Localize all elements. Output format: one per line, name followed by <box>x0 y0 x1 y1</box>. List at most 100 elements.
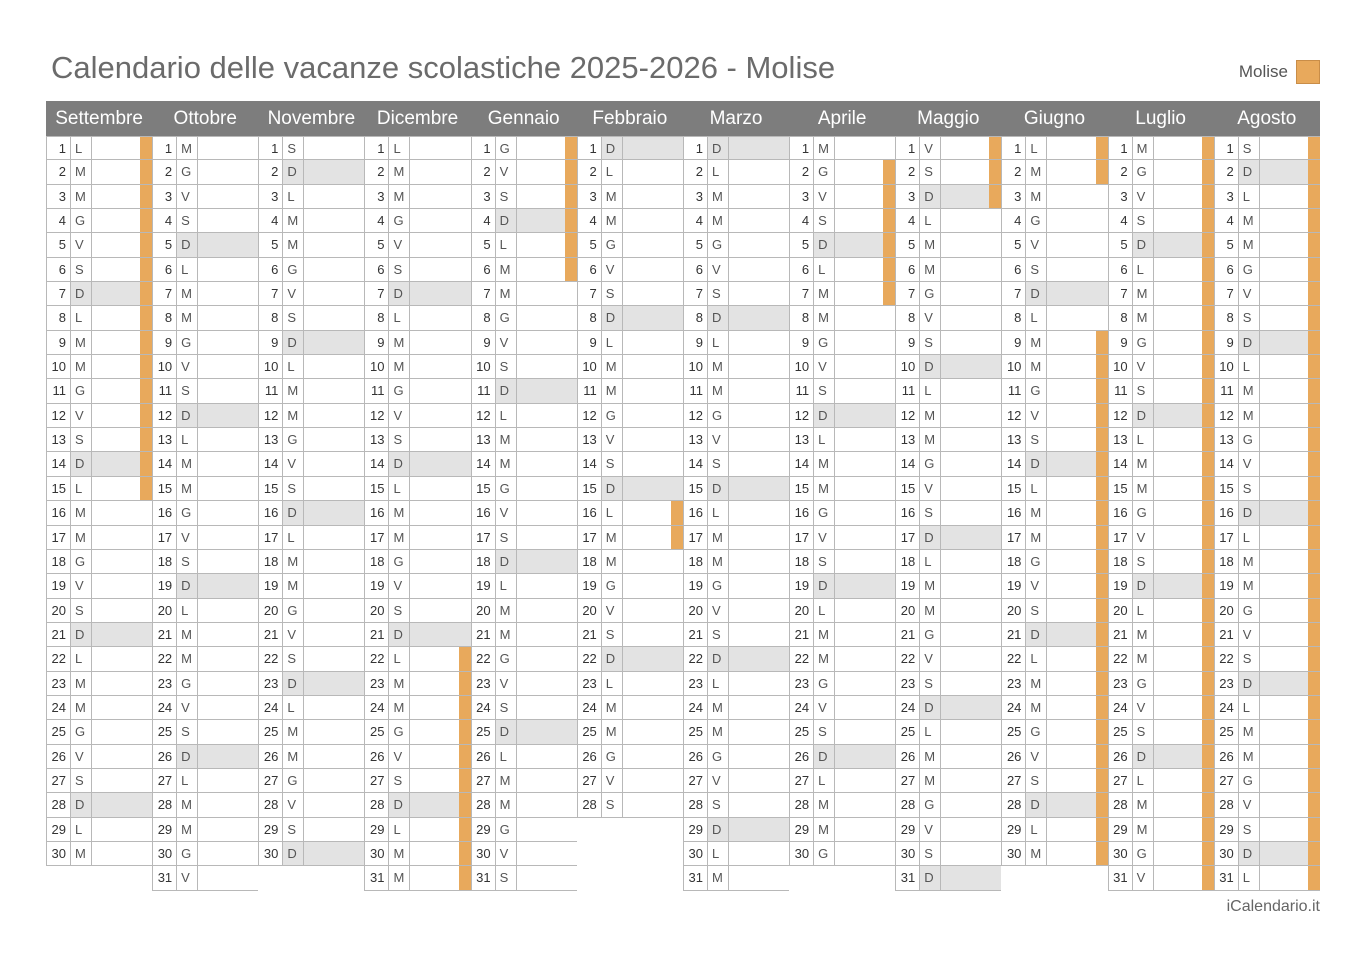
month-name: Gennaio <box>487 108 560 129</box>
day-number: 10 <box>1109 355 1133 379</box>
vacation-marker <box>1095 695 1108 720</box>
day-notes <box>621 257 683 282</box>
day-number: 15 <box>47 476 71 501</box>
day-cell: 28 M <box>152 793 259 818</box>
day-cell: 23 L <box>576 671 683 696</box>
day-notes <box>1258 355 1320 379</box>
vacation-marker <box>1307 184 1320 209</box>
day-number: 3 <box>153 184 178 209</box>
weekday-letter: S <box>1136 553 1146 569</box>
vacation-marker <box>1095 768 1108 793</box>
day-notes <box>91 695 152 720</box>
day-notes <box>940 233 1001 257</box>
weekday-letter: S <box>287 821 296 837</box>
day-cell: 16 G <box>789 501 896 526</box>
day-cell: 20 V <box>682 598 790 623</box>
weekday-letter: M <box>287 724 299 740</box>
vacation-marker <box>1095 137 1108 160</box>
day-notes <box>1258 598 1320 622</box>
day-cell: 10 L <box>1213 355 1320 380</box>
weekday-letter: L <box>75 141 83 156</box>
day-number: 22 <box>47 647 71 671</box>
day-number: 23 <box>578 671 602 695</box>
day-cell: 22 M <box>1107 647 1214 672</box>
weekday-letter: G <box>1030 213 1041 229</box>
weekday-letter: D <box>1026 452 1047 476</box>
day-cell: 22 L <box>1001 647 1108 672</box>
day-number: 20 <box>790 598 815 622</box>
weekday-letter: V <box>1242 456 1252 472</box>
weekday-letter: V <box>287 456 296 472</box>
day-number: 17 <box>790 525 815 549</box>
day-cell: 27 L <box>1107 768 1214 794</box>
day-notes <box>727 403 789 428</box>
day-number: 15 <box>1002 476 1027 501</box>
weekday-letter: M <box>1030 359 1042 375</box>
weekday-letter: V <box>287 626 296 642</box>
day-number: 14 <box>47 452 71 476</box>
day-notes <box>940 306 1001 330</box>
vacation-marker <box>1201 233 1214 257</box>
day-notes <box>1258 209 1320 233</box>
day-number: 29 <box>472 817 496 841</box>
day-notes <box>834 428 895 452</box>
weekday-letter: D <box>707 137 728 160</box>
vacation-marker <box>1307 428 1320 452</box>
day-number: 20 <box>365 598 390 622</box>
day-cell: 30 M <box>1001 841 1108 867</box>
weekday-letter: L <box>711 845 720 861</box>
weekday-letter: V <box>1242 286 1252 302</box>
day-cell: 21 D <box>364 622 471 648</box>
day-cell: 13 M <box>895 428 1002 453</box>
weekday-letter: S <box>75 261 84 277</box>
vacation-marker <box>1201 452 1214 476</box>
day-notes <box>197 233 259 257</box>
day-notes <box>91 160 152 184</box>
page-title: Calendario delle vacanze scolastiche 202… <box>51 50 836 85</box>
day-cell: 20 S <box>1001 598 1108 623</box>
day-notes <box>1046 137 1107 160</box>
day-cell: 26 D <box>1107 744 1214 769</box>
day-cell: 12 D <box>152 403 259 429</box>
day-number: 16 <box>365 501 390 525</box>
day-cell: 17 M <box>576 525 683 550</box>
day-cell: 18 M <box>258 549 365 575</box>
weekday-letter: M <box>605 724 617 740</box>
day-number: 29 <box>684 817 708 841</box>
day-cell: 27 L <box>789 768 896 794</box>
month-column: 1 S 2 D 3 L 4 M 5 M 6 G 7 V 8 S 9 D 10 L 11 M 12 M 13 G 14 V 15 S 16 D 1… <box>1213 136 1320 891</box>
weekday-letter: V <box>924 480 933 496</box>
day-notes <box>91 841 152 866</box>
day-notes <box>1258 184 1320 209</box>
day-number: 4 <box>259 209 284 233</box>
day-notes <box>91 525 152 549</box>
day-notes <box>515 647 577 671</box>
weekday-letter: L <box>711 334 720 350</box>
day-notes <box>1258 501 1320 525</box>
weekday-letter: M <box>1136 310 1148 326</box>
weekday-letter: S <box>75 432 84 448</box>
day-notes <box>515 549 577 574</box>
weekday-letter: M <box>924 261 936 277</box>
day-number: 21 <box>1002 622 1027 647</box>
weekday-letter: M <box>287 553 299 569</box>
weekday-letter: L <box>1136 261 1144 277</box>
weekday-letter: M <box>393 188 405 204</box>
day-notes <box>940 403 1001 428</box>
day-number: 11 <box>472 379 496 403</box>
day-notes <box>515 744 577 768</box>
day-number: 29 <box>259 817 284 841</box>
day-notes <box>197 695 258 720</box>
weekday-letter: G <box>1242 602 1253 618</box>
day-number: 7 <box>896 282 921 306</box>
weekday-letter: L <box>1030 310 1038 326</box>
month-column: 1 D 2 L 3 M 4 M 5 G 6 V 7 S 8 D 9 L 10 M 11 M 12 G 13 V 14 S 15 D 16 L 1… <box>682 136 790 891</box>
day-notes <box>1046 671 1107 695</box>
day-notes <box>727 476 790 501</box>
